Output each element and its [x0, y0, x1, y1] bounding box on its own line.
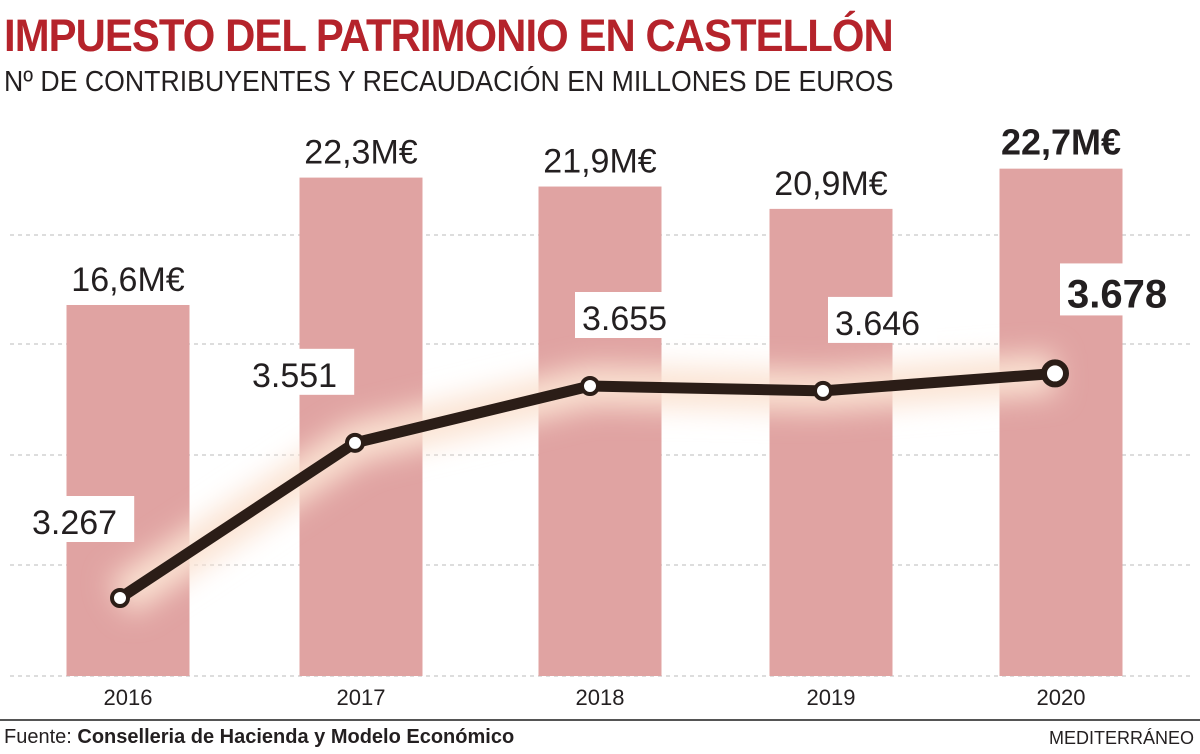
- line-label-bg: [25, 496, 135, 542]
- line-label-2019: 3.646: [835, 305, 920, 343]
- line-point-2017: [345, 432, 365, 453]
- x-tick-2019: 2019: [807, 685, 856, 710]
- line-label-bg: [828, 296, 938, 343]
- bar-label-2017: 22,3M€: [304, 134, 417, 172]
- source-note: Fuente: Conselleria de Hacienda y Modelo…: [4, 726, 514, 749]
- chart-title: IMPUESTO DEL PATRIMONIO EN CASTELLÓN: [4, 10, 894, 61]
- bar-2018: [538, 186, 662, 676]
- line-label-2018: 3.655: [582, 300, 667, 338]
- footer-divider: [0, 719, 1200, 721]
- x-tick-2016: 2016: [104, 685, 153, 710]
- brand-logo: MEDITERRÁNEO: [1048, 728, 1194, 748]
- x-tick-2017: 2017: [337, 685, 386, 710]
- line-point-2019: [813, 380, 833, 401]
- line-label-bg: [245, 348, 355, 395]
- source-name: Conselleria de Hacienda y Modelo Económi…: [77, 726, 515, 748]
- line-label-2020: 3.678: [1067, 272, 1167, 316]
- x-tick-2020: 2020: [1037, 685, 1086, 710]
- x-tick-2018: 2018: [576, 685, 625, 710]
- chart-subtitle: Nº DE CONTRIBUYENTES Y RECAUDACIÓN EN MI…: [4, 66, 894, 98]
- line-point-2016: [110, 588, 130, 608]
- bar-label-2018: 21,9M€: [543, 143, 656, 181]
- bar-label-2019: 20,9M€: [774, 165, 887, 203]
- bar-2020: [999, 168, 1123, 676]
- line-point-2018: [580, 375, 600, 396]
- chart-area: 16,6M€ 2016 22,3M€ 2017 21,9M€ 2018 20,9M€ 2019…: [10, 122, 1190, 710]
- bar-2016: [66, 304, 190, 676]
- line-point-2020: [1041, 359, 1069, 388]
- bar-2019: [769, 208, 893, 676]
- bar-label-2020: 22,7M€: [1001, 122, 1121, 163]
- line-label-2016: 3.267: [32, 504, 117, 542]
- source-prefix: Fuente:: [4, 726, 72, 748]
- bar-label-2016: 16,6M€: [71, 261, 184, 299]
- line-label-2017: 3.551: [252, 357, 337, 395]
- line-label-bg: [575, 291, 685, 338]
- line-label-bg: [1060, 263, 1186, 316]
